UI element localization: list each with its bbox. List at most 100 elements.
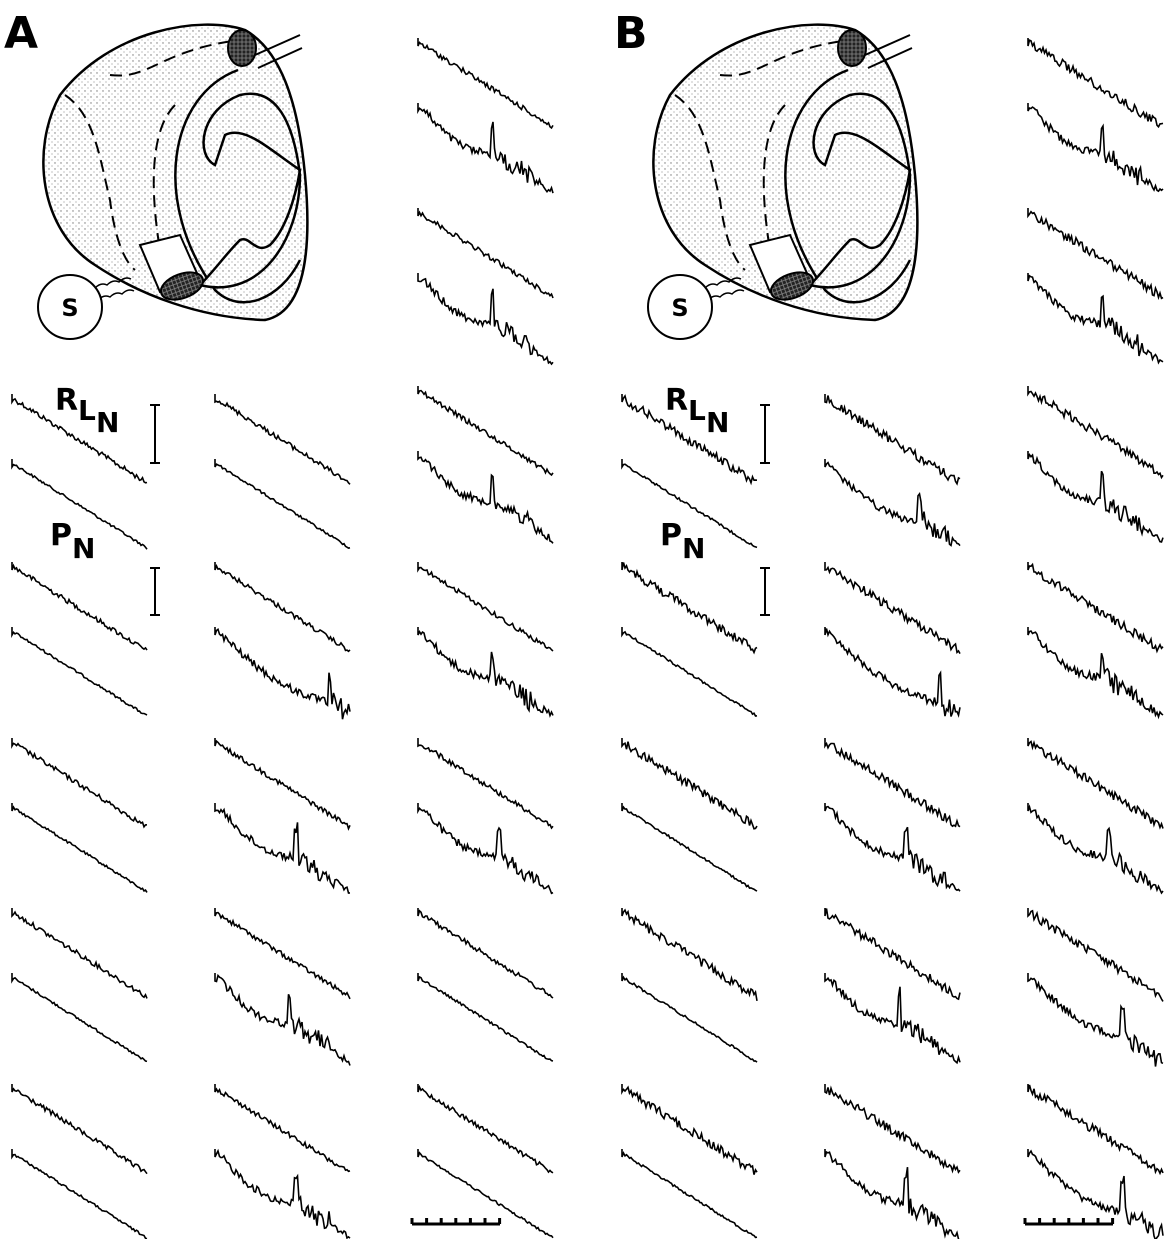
- nerve-trace: [214, 459, 351, 549]
- nerve-trace: [11, 738, 148, 829]
- nerve-trace: [417, 208, 554, 299]
- nerve-trace: [417, 1149, 554, 1239]
- ventricle-ring: [784, 68, 912, 304]
- stimulator-label: S: [671, 294, 688, 322]
- nerve-trace: [1027, 803, 1164, 895]
- nerve-trace: [1027, 627, 1164, 720]
- nerve-trace: [214, 394, 351, 485]
- nerve-trace: [621, 1149, 758, 1239]
- nerve-trace: [417, 803, 554, 895]
- nerve-trace: [824, 562, 961, 655]
- nerve-trace: [824, 394, 961, 486]
- rln-label: L: [688, 394, 706, 427]
- nerve-trace: [214, 1084, 351, 1173]
- ventricle-cavity: [197, 92, 302, 289]
- nerve-trace: [11, 908, 148, 999]
- nerve-trace: [621, 973, 758, 1063]
- nerve-trace: [1027, 973, 1164, 1067]
- nerve-trace: [11, 562, 148, 651]
- nerve-trace: [417, 38, 554, 130]
- stim-wire: [704, 277, 745, 301]
- nerve-trace: [1027, 273, 1164, 365]
- nerve-trace: [1027, 738, 1164, 830]
- nerve-trace: [1027, 908, 1164, 1002]
- nerve-trace: [214, 803, 351, 894]
- pn-label: P: [50, 518, 72, 553]
- nerve-trace: [1027, 451, 1164, 543]
- nerve-trace: [417, 908, 554, 999]
- nerve-trace: [214, 627, 351, 720]
- rln-label: N: [706, 406, 729, 439]
- nerve-trace: [417, 103, 554, 194]
- rln-label: N: [96, 406, 119, 439]
- nerve-trace: [417, 738, 554, 830]
- nerve-trace: [621, 562, 758, 655]
- nerve-trace: [417, 562, 554, 652]
- recording-electrode: [227, 29, 257, 67]
- nerve-trace: [417, 273, 554, 366]
- pn-label: N: [682, 532, 705, 565]
- nerve-trace: [417, 1084, 554, 1174]
- nerve-trace: [824, 459, 961, 547]
- nerve-trace: [1027, 38, 1164, 129]
- nerve-trace: [824, 1149, 960, 1239]
- nerve-trace: [417, 973, 554, 1062]
- stim-wire: [94, 277, 135, 301]
- nerve-trace: [11, 627, 148, 716]
- nerve-trace: [11, 803, 148, 893]
- nerve-trace: [1027, 103, 1164, 193]
- nerve-trace: [417, 386, 554, 477]
- scale-bar: [150, 404, 160, 464]
- nerve-trace: [11, 1149, 148, 1239]
- nerve-trace: [11, 1084, 148, 1175]
- stimulator-circle: [647, 274, 713, 340]
- nerve-trace: [214, 908, 351, 1000]
- stimulator-label: S: [61, 294, 78, 322]
- nerve-trace: [11, 973, 148, 1063]
- rln-label: R: [55, 383, 78, 418]
- nerve-trace: [621, 738, 758, 830]
- nerve-trace: [621, 908, 758, 1002]
- dashed-border: [674, 94, 746, 271]
- pn-label: N: [72, 532, 95, 565]
- scale-bar: [150, 567, 160, 616]
- nerve-trace: [214, 1148, 351, 1239]
- pn-label: P: [660, 518, 682, 553]
- dashed-border: [762, 104, 786, 251]
- electrode-tip: [769, 271, 815, 301]
- rln-label: R: [665, 383, 688, 418]
- nerve-trace: [621, 627, 758, 717]
- panel-label: A: [4, 8, 38, 59]
- nerve-trace: [1027, 562, 1164, 654]
- time-bar: [410, 1218, 502, 1226]
- nerve-trace: [1027, 1084, 1164, 1176]
- panel: ASR L NP N: [4, 8, 554, 1239]
- nerve-trace: [11, 394, 148, 484]
- nerve-trace: [824, 908, 961, 1001]
- ventricle-cavity: [807, 92, 912, 289]
- nerve-trace: [824, 803, 961, 892]
- nerve-trace: [824, 627, 961, 718]
- nerve-trace: [824, 1084, 961, 1174]
- scale-bar: [760, 404, 770, 464]
- nerve-trace: [417, 627, 554, 718]
- rln-label: L: [78, 394, 96, 427]
- electrode-wire: [864, 34, 913, 69]
- nerve-trace: [214, 973, 351, 1066]
- scale-bar: [760, 567, 770, 616]
- nerve-trace: [214, 738, 351, 831]
- nerve-trace: [621, 1084, 758, 1175]
- stimulator-circle: [37, 274, 103, 340]
- ventricle-ring: [174, 68, 302, 304]
- nerve-trace: [11, 459, 148, 550]
- nerve-trace: [621, 459, 758, 549]
- nerve-trace: [621, 394, 758, 486]
- panel-label: B: [614, 8, 648, 59]
- nerve-trace: [417, 451, 554, 544]
- nerve-trace: [1027, 1149, 1164, 1239]
- nerve-trace: [1027, 386, 1164, 480]
- recording-electrode: [837, 29, 867, 67]
- nerve-trace: [214, 562, 351, 653]
- dashed-border: [152, 104, 176, 251]
- nerve-trace: [621, 803, 758, 892]
